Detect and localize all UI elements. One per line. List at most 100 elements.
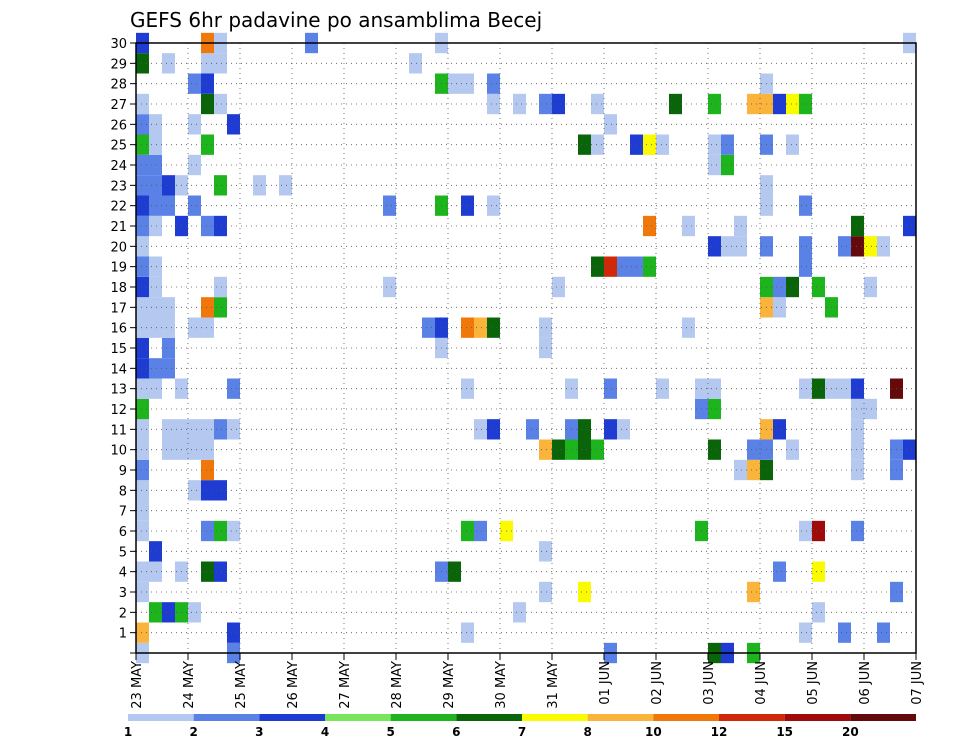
heatmap-cell xyxy=(201,561,214,582)
heatmap-cell xyxy=(448,73,461,94)
heatmap-cell xyxy=(214,297,227,318)
heatmap-cell xyxy=(864,398,877,420)
legend-label: 10 xyxy=(645,725,662,739)
heatmap-cell xyxy=(162,439,175,460)
legend-swatch xyxy=(850,714,916,721)
heatmap-cell xyxy=(149,154,162,176)
legend-label: 3 xyxy=(255,725,263,739)
heatmap-cell xyxy=(201,317,214,338)
heatmap-cell xyxy=(591,134,604,155)
heatmap-cell xyxy=(539,541,552,562)
heatmap-cell xyxy=(838,378,851,399)
heatmap-cell xyxy=(227,378,240,399)
heatmap-cell xyxy=(149,276,162,298)
heatmap-cell xyxy=(136,459,149,481)
heatmap-cell xyxy=(539,581,552,603)
x-tick-label: 31 MAY xyxy=(546,661,561,709)
heatmap-cell xyxy=(136,581,149,603)
x-axis: 23 MAY 24 MAY 25 MAY 26 MAY 27 MAY 28 MAY 29 M… xyxy=(130,653,925,709)
y-tick-label: 5 xyxy=(119,545,127,560)
legend-label: 1 xyxy=(124,725,132,739)
legend-swatch xyxy=(456,714,522,721)
heatmap-cell xyxy=(201,520,214,542)
x-tick-label: 25 MAY xyxy=(234,661,249,709)
heatmap-cell xyxy=(188,154,201,176)
heatmap-cell xyxy=(604,256,617,277)
legend-swatch xyxy=(587,714,654,721)
heatmap-cell xyxy=(149,378,162,399)
legend-swatch xyxy=(259,714,325,721)
heatmap-cell xyxy=(643,134,656,155)
y-tick-label: 3 xyxy=(119,586,127,601)
y-tick-label: 17 xyxy=(110,301,127,316)
heatmap-cell xyxy=(786,134,799,155)
heatmap-cell xyxy=(851,419,864,440)
heatmap-cell xyxy=(773,561,786,582)
legend-label: 7 xyxy=(518,725,526,739)
y-tick-label: 19 xyxy=(110,261,127,276)
x-tick-label: 24 MAY xyxy=(182,661,197,709)
heatmap-cell xyxy=(513,93,526,115)
heatmap-cell xyxy=(487,317,500,338)
heatmap-cell xyxy=(136,114,149,135)
heatmap-cell xyxy=(461,195,474,216)
heatmap-cell xyxy=(188,195,201,216)
heatmap-cell xyxy=(721,154,734,176)
heatmap-cell xyxy=(786,439,799,460)
y-tick-label: 22 xyxy=(110,200,127,215)
heatmap-cell xyxy=(227,520,240,542)
heatmap-cell xyxy=(201,93,214,115)
heatmap-cell xyxy=(643,256,656,277)
legend-label: 4 xyxy=(321,725,329,739)
heatmap-cell xyxy=(201,73,214,94)
heatmap-cell xyxy=(851,236,864,257)
heatmap-cell xyxy=(188,73,201,94)
heatmap-cell xyxy=(136,195,149,216)
x-tick-label: 23 MAY xyxy=(130,661,145,709)
heatmap-cell xyxy=(721,236,734,257)
heatmap-cell xyxy=(864,236,877,257)
heatmap-cell xyxy=(474,317,487,338)
heatmap-cell xyxy=(487,93,500,115)
heatmap-cell xyxy=(539,93,552,115)
legend-label: 15 xyxy=(776,725,793,739)
heatmap-cell xyxy=(136,236,149,257)
heatmap-cell xyxy=(136,297,149,318)
heatmap-cell xyxy=(214,215,227,237)
heatmap-cell xyxy=(162,297,175,318)
heatmap-cell xyxy=(136,134,149,155)
heatmap-cell xyxy=(864,276,877,298)
heatmap-cell xyxy=(773,93,786,115)
heatmap-cell xyxy=(799,195,812,216)
legend-swatch xyxy=(719,714,785,721)
y-tick-label: 11 xyxy=(110,423,127,438)
heatmap-cell xyxy=(188,114,201,135)
legend-label: 8 xyxy=(583,725,591,739)
heatmap-cell xyxy=(682,215,695,237)
heatmap-cell xyxy=(799,622,812,643)
heatmap-cell xyxy=(149,297,162,318)
heatmap-cell xyxy=(812,602,825,623)
heatmap-cell xyxy=(799,256,812,277)
heatmap-cell xyxy=(136,500,149,521)
legend-swatch xyxy=(784,714,851,721)
heatmap-cell xyxy=(149,195,162,216)
heatmap-cell xyxy=(136,337,149,359)
heatmap-cell xyxy=(188,480,201,501)
y-tick-label: 27 xyxy=(110,98,127,113)
y-tick-label: 12 xyxy=(110,403,127,418)
heatmap-cell xyxy=(409,53,422,74)
heatmap-cell xyxy=(136,317,149,338)
heatmap-cell xyxy=(136,480,149,501)
heatmap-cell xyxy=(773,297,786,318)
heatmap-cell xyxy=(162,419,175,440)
heatmap-cell xyxy=(552,93,565,115)
heatmap-cell xyxy=(903,215,916,237)
chart-title: GEFS 6hr padavine po ansamblima Becej xyxy=(130,8,542,32)
heatmap-cell xyxy=(799,378,812,399)
heatmap-cell xyxy=(812,561,825,582)
heatmap-cell xyxy=(201,439,214,460)
x-tick-label: 30 MAY xyxy=(494,661,509,709)
heatmap-cell xyxy=(604,114,617,135)
